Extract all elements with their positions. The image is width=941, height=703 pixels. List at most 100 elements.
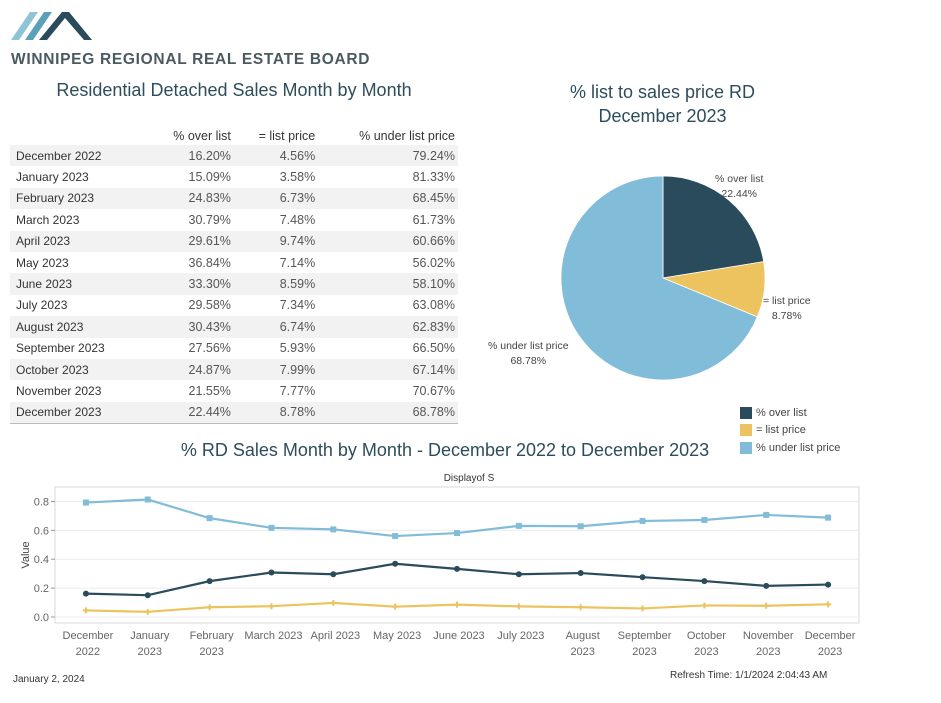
data-point [701,517,708,524]
list-cell: 4.56% [279,148,316,163]
data-point [577,604,584,611]
table-row: March 2023 30.79% 7.48% 61.73% [10,209,458,230]
pie-slice-0 [662,175,765,279]
column-header: % under list price [359,129,455,143]
data-point [268,569,275,576]
list-cell: 8.78% [279,405,316,420]
roofline-logo-icon [11,12,92,40]
list-cell: 5.93% [279,341,316,356]
legend-swatch [740,441,752,454]
over-cell: 30.43% [188,319,231,334]
column-header [10,127,148,145]
legend-item: % under list price [740,439,840,457]
table-row: January 2023 15.09% 3.58% 81.33% [10,166,458,187]
table-row: December 2023 22.44% 8.78% 68.78% [10,401,458,424]
data-point [82,607,89,614]
table-title: Residential Detached Sales Month by Mont… [56,80,412,100]
x-tick-label: 2023 [138,646,162,658]
x-tick-label: December [63,630,114,642]
table-row: August 2023 30.43% 6.74% 62.83% [10,316,458,338]
pie-legend: % over list = list price % under list pr… [740,404,840,457]
x-tick-label: July 2023 [497,630,544,642]
data-point [206,604,213,611]
y-tick-label: 0.8 [34,496,49,508]
over-cell: 29.58% [188,298,231,313]
data-point [454,601,460,608]
list-cell: 7.34% [279,298,316,313]
month-cell: December 2022 [16,148,102,163]
org-name: WINNIPEG REGIONAL REAL ESTATE BOARD [11,51,371,68]
under-cell: 68.78% [412,405,455,420]
pie-chart: % over list 22.44% = list price 8.78% % … [480,160,860,400]
list-cell: 7.48% [279,212,316,227]
legend-label: = list price [756,424,806,437]
over-cell: 27.56% [188,341,231,356]
data-point [639,605,646,612]
data-point [82,590,89,597]
table-row: September 2023 27.56% 5.93% 66.50% [10,338,458,359]
month-cell: January 2023 [16,170,89,185]
month-cell: September 2023 [16,341,105,356]
column-header: = list price [258,129,316,143]
data-point [639,517,646,524]
data-point [144,496,151,503]
table-row: June 2023 33.30% 8.59% 58.10% [10,273,458,295]
data-point [515,571,522,578]
month-cell: June 2023 [16,277,73,292]
over-cell: 24.87% [188,362,231,377]
month-cell: November 2023 [16,383,102,398]
data-point [268,603,275,610]
data-point [701,602,708,609]
board-logo: WINNIPEG REGIONAL REAL ESTATE BOARD [11,10,370,70]
legend-item: = list price [740,422,840,440]
data-point [763,511,770,518]
data-point [392,533,399,540]
list-cell: 6.74% [279,319,316,334]
table-header-row: % over list = list price % under list pr… [10,127,458,145]
line-chart-title: % RD Sales Month by Month - December 202… [180,440,710,460]
x-tick-label: August [566,630,600,642]
pie-label-list: = list price 8.78% [763,295,811,322]
x-tick-label: September [618,630,672,642]
data-point [701,578,708,585]
y-tick-label: 0.0 [34,612,49,624]
data-point [825,581,832,588]
under-cell: 61.73% [412,212,455,227]
report-date: January 2, 2024 [13,674,85,685]
x-tick-label: May 2023 [373,630,421,642]
table-row: April 2023 29.61% 9.74% 60.66% [10,230,458,252]
line-chart: 0.0 0.2 0.4 0.6 0.8 Value December 2022 January 2… [20,486,860,658]
month-cell: May 2023 [16,255,69,270]
y-tick-label: 0.4 [34,554,49,566]
table-row: February 2023 24.83% 6.73% 68.45% [10,187,458,210]
over-cell: 16.20% [188,148,231,163]
legend-item: % over list [740,404,840,422]
over-cell: 22.44% [188,405,231,420]
x-tick-label: 2022 [76,646,100,658]
under-cell: 66.50% [412,341,455,356]
under-cell: 63.08% [412,298,455,313]
data-point [330,599,337,606]
y-tick-label: 0.6 [34,525,49,537]
data-point [206,578,213,585]
over-cell: 33.30% [188,277,231,292]
under-cell: 60.66% [412,234,455,249]
under-cell: 56.02% [412,255,455,270]
table-row: December 2022 16.20% 4.56% 79.24% [10,145,458,167]
list-cell: 7.99% [279,362,316,377]
data-point [763,582,770,589]
table-row: May 2023 36.84% 7.14% 56.02% [10,252,458,273]
data-point [825,601,832,608]
table-row: October 2023 24.87% 7.99% 67.14% [10,358,458,381]
x-tick-label: November [743,630,794,642]
pie-slice-2 [560,175,758,381]
legend-label: % under list price [756,441,841,454]
table-row: July 2023 29.58% 7.34% 63.08% [10,295,458,316]
x-tick-label: January [130,630,170,642]
x-tick-label: February [190,630,235,642]
data-point [454,565,460,572]
over-cell: 21.55% [188,383,231,398]
month-cell: April 2023 [16,234,71,249]
data-point [144,592,151,599]
pie-title-line1: % list to sales price RD [569,82,756,102]
